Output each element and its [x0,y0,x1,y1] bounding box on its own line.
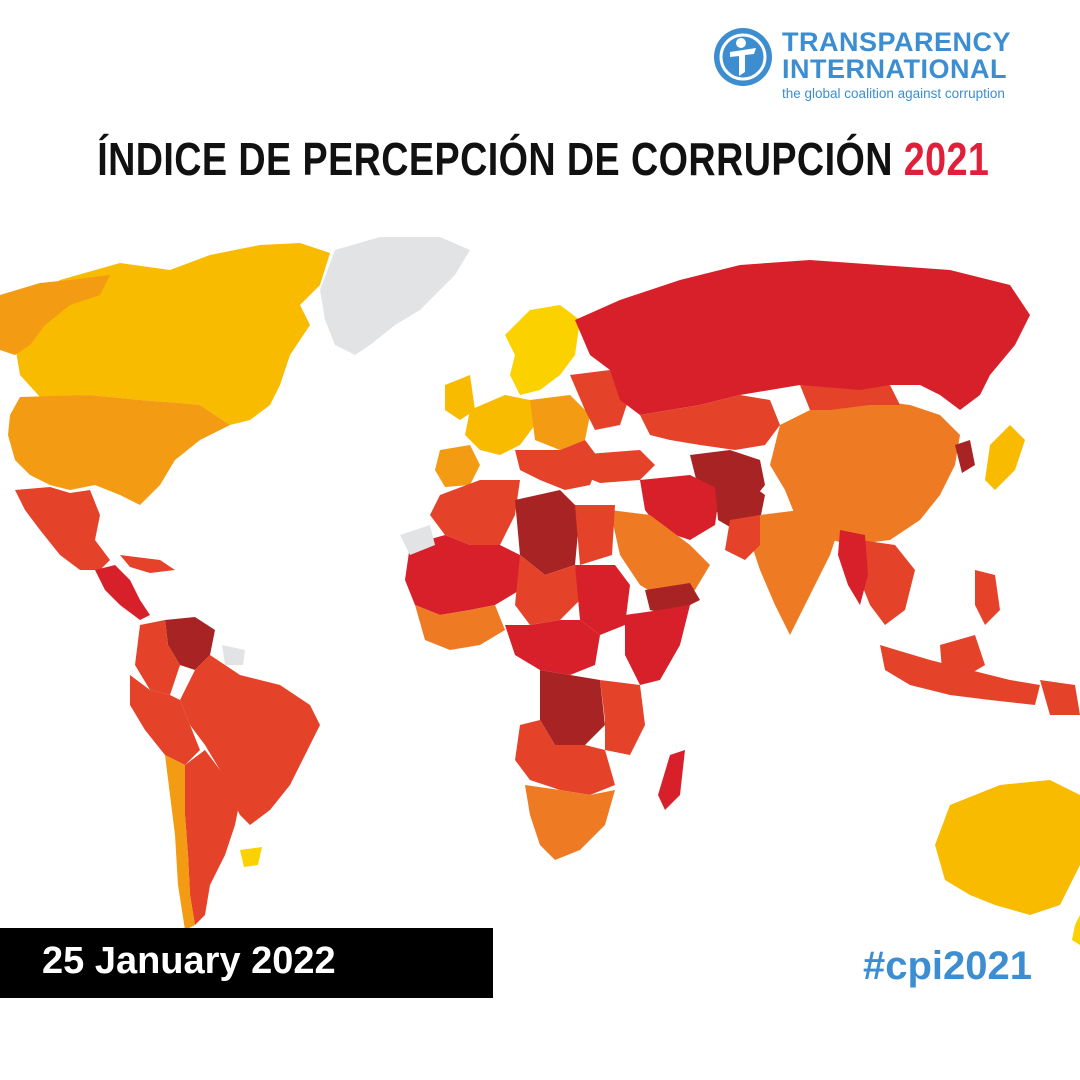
region-philippines [975,570,1000,625]
region-myanmar [838,530,868,605]
region-indochina [858,540,915,625]
region-peru-bolivia [130,675,200,765]
region-iberia [435,445,480,487]
region-brazil [180,655,320,825]
region-china [770,400,960,545]
region-arabia [610,510,710,600]
logo-wordmark-line2: INTERNATIONAL [782,54,1007,84]
region-pakistan [725,515,760,560]
region-new-zealand [1072,915,1080,945]
region-madagascar [658,750,685,810]
region-sahel-west [405,535,520,615]
region-borneo [940,635,985,680]
region-italy-balkans [515,440,600,490]
region-libya [515,490,580,575]
region-kazakhstan [640,395,780,450]
logo-tagline: the global coalition against corruption [782,86,1005,101]
region-central-africa [505,620,600,675]
title-main: ÍNDICE DE PERCEPCIÓN DE CORRUPCIÓN [97,133,893,185]
region-egypt [575,505,615,565]
logo-wordmark-line1: TRANSPARENCY [782,27,1012,57]
region-western-europe [465,395,535,455]
region-korea [955,440,975,473]
globe-figure-icon [714,28,772,86]
region-uk-ireland [445,375,475,420]
region-guianas [222,645,245,665]
region-chile [165,755,195,930]
region-turkey [575,450,655,483]
region-mongolia [800,385,900,410]
region-russia [575,260,1030,415]
page-title: ÍNDICE DE PERCEPCIÓN DE CORRUPCIÓN 2021 [97,132,989,186]
region-east-africa [600,680,645,755]
region-west-africa-coast [415,605,505,650]
region-argentina [185,750,240,925]
region-southern-central [515,720,615,795]
region-australia [935,780,1080,915]
transparency-international-logo: TRANSPARENCY INTERNATIONAL the global co… [712,26,1042,106]
region-uruguay [240,847,262,867]
region-caribbean [120,555,175,573]
region-india [750,510,840,635]
region-drc [540,670,605,745]
region-venezuela [165,617,215,670]
region-greenland [320,237,470,355]
region-central-america [95,565,150,620]
region-yemen [645,583,700,615]
region-north-africa-west [430,480,520,545]
region-alaska [0,275,110,355]
region-chad-niger [515,555,580,625]
region-usa [8,395,230,505]
region-south-africa [525,785,615,860]
title-year: 2021 [903,133,990,185]
hashtag: #cpi2021 [862,944,1032,988]
region-ethiopia-somalia [625,605,690,685]
region-scandinavia [505,305,580,395]
region-png [1040,680,1080,715]
region-western-sahara [400,525,435,555]
region-sudan [575,565,630,635]
region-colombia [135,620,180,695]
region-mexico [15,487,110,570]
date-banner [0,928,493,998]
region-japan [985,425,1025,490]
release-date: 25 January 2022 [42,940,336,982]
region-central-europe [530,395,590,450]
world-corruption-map [0,237,1080,945]
